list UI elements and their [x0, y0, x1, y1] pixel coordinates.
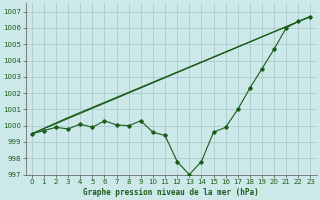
X-axis label: Graphe pression niveau de la mer (hPa): Graphe pression niveau de la mer (hPa) — [83, 188, 259, 197]
